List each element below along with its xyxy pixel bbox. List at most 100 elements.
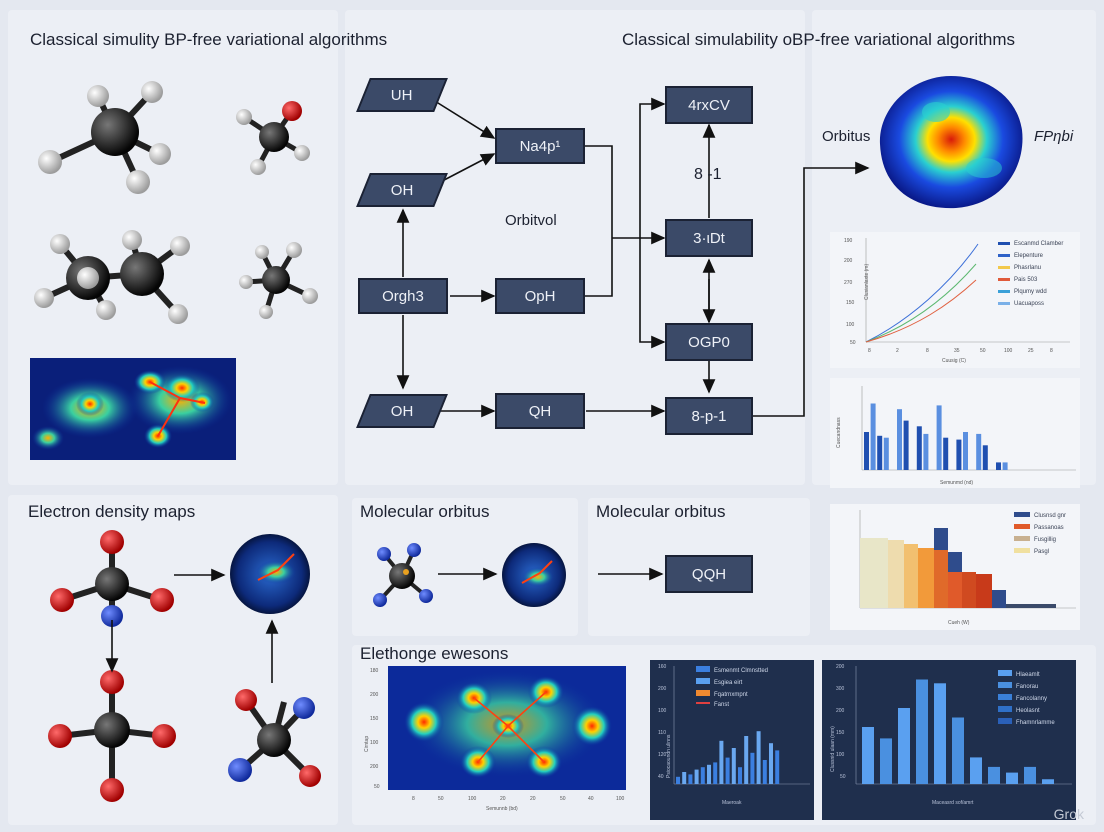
title-electron-density: Electron density maps xyxy=(28,502,196,521)
svg-text:20: 20 xyxy=(530,796,536,802)
svg-text:Cueh (W): Cueh (W) xyxy=(948,620,970,626)
bar xyxy=(976,433,982,470)
node-oh-top[interactable]: OH xyxy=(356,173,448,207)
svg-text:50: 50 xyxy=(840,774,846,780)
bar xyxy=(936,405,942,470)
svg-text:Fancolanny: Fancolanny xyxy=(1016,696,1047,702)
svg-text:Escanmd Clamber: Escanmd Clamber xyxy=(1014,241,1063,247)
bar xyxy=(682,772,687,784)
bar xyxy=(769,743,773,784)
chart-line-ylabel: Clusianlaxte (m) xyxy=(864,264,870,300)
bar xyxy=(707,764,711,784)
chart-dark2-svg: 200 300 200 150 100 50 Hlaeamlt Fanorau Fanc… xyxy=(830,664,1072,806)
chart-dark1-legend: Esmenmt Clmnstted Esgiea eirt Fqatrnxmpn… xyxy=(696,666,768,708)
svg-text:Fhamnrlamme: Fhamnrlamme xyxy=(1016,720,1055,726)
molecule-orbitus-icon xyxy=(373,543,433,607)
bar xyxy=(923,433,929,470)
bar xyxy=(762,760,767,784)
svg-text:Semunmd (nd): Semunmd (nd) xyxy=(940,480,973,486)
svg-text:Fanst: Fanst xyxy=(714,702,729,708)
chart-line-svg: 190 200 270 150 100 50 8 2 8 35 50 100 25 8 Cuusig… xyxy=(844,238,1070,364)
bar xyxy=(694,769,699,784)
density-arrows xyxy=(105,568,279,683)
svg-text:Uacuaposs: Uacuaposs xyxy=(1014,301,1044,307)
svg-text:100: 100 xyxy=(468,796,477,802)
svg-text:150: 150 xyxy=(370,716,379,722)
label-eight-minus: 8 -1 xyxy=(694,166,722,183)
bar xyxy=(952,717,964,784)
node-orgh3[interactable]: Orgh3 xyxy=(358,278,448,314)
svg-text:8: 8 xyxy=(1050,348,1053,354)
svg-text:Esmenmt Clmnstted: Esmenmt Clmnstted xyxy=(714,668,768,674)
node-oh-bottom[interactable]: OH xyxy=(356,394,448,428)
bar xyxy=(744,736,749,784)
svg-text:Fqatrnxmpnt: Fqatrnxmpnt xyxy=(714,692,748,698)
svg-text:100: 100 xyxy=(1004,348,1013,354)
svg-text:50: 50 xyxy=(980,348,986,354)
svg-text:Pais 503: Pais 503 xyxy=(1014,277,1038,283)
svg-text:40: 40 xyxy=(658,774,664,780)
svg-text:Fusgillig: Fusgillig xyxy=(1034,537,1056,543)
svg-text:Phasrlanu: Phasrlanu xyxy=(1014,265,1041,271)
svg-text:Hlaeamlt: Hlaeamlt xyxy=(1016,672,1040,678)
svg-text:Cirntap: Cirntap xyxy=(364,736,370,752)
label-fpnbi: FPηbi xyxy=(1034,128,1074,145)
label-orbitus: Orbitus xyxy=(822,128,871,145)
svg-text:Maeroak: Maeroak xyxy=(722,800,742,806)
svg-text:8: 8 xyxy=(412,796,415,802)
molecule-methane-icon xyxy=(38,81,171,194)
title-top-left: Classical simulity BP-free variational a… xyxy=(30,30,388,49)
svg-text:Fanorau: Fanorau xyxy=(1016,684,1038,690)
node-nap[interactable]: Na4p¹ xyxy=(495,128,585,164)
bar xyxy=(864,432,869,470)
svg-text:Psiocaoundn ulinns: Psiocaoundn ulinns xyxy=(666,734,672,778)
node-uh[interactable]: UH xyxy=(356,78,448,112)
node-nidt[interactable]: 3·ιDt xyxy=(665,219,753,257)
bar xyxy=(883,437,889,470)
svg-text:190: 190 xyxy=(844,238,853,244)
title-elethonge: Elethonge ewesons xyxy=(360,644,509,663)
chart-bar2-svg: Clusnsd gnr Passanoas Fusgillig Pasgl Cu… xyxy=(859,510,1076,626)
svg-text:200: 200 xyxy=(370,692,379,698)
svg-text:180: 180 xyxy=(370,668,379,674)
bar xyxy=(775,750,780,784)
svg-text:270: 270 xyxy=(844,280,853,286)
bar xyxy=(880,738,892,784)
node-arxcv[interactable]: 4rxCV xyxy=(665,86,753,124)
electron-heatmap: 180 200 150 100 200 50 Cirntap 8 50 100 20 20 50… xyxy=(364,666,626,812)
svg-text:Heolasnt: Heolasnt xyxy=(1016,708,1040,714)
svg-text:160: 160 xyxy=(658,664,667,670)
bar xyxy=(1006,772,1018,784)
molecule-methanol-icon xyxy=(236,101,310,175)
svg-text:50: 50 xyxy=(438,796,444,802)
node-ogpo[interactable]: OGP0 xyxy=(665,323,753,361)
svg-text:Esgiea eirt: Esgiea eirt xyxy=(714,680,743,686)
svg-text:Semunnb (bd): Semunnb (bd) xyxy=(486,806,518,812)
svg-text:2: 2 xyxy=(896,348,899,354)
orbital-density-blob xyxy=(879,76,1023,209)
svg-text:110: 110 xyxy=(658,730,666,736)
bar xyxy=(877,435,883,470)
node-eight-p[interactable]: 8-p-1 xyxy=(665,397,753,435)
bar xyxy=(713,762,718,784)
bar xyxy=(870,403,876,470)
bar xyxy=(988,766,1000,784)
orbital-sphere-small-icon xyxy=(502,543,566,607)
bar xyxy=(1042,779,1054,784)
node-oph[interactable]: OpH xyxy=(495,278,585,314)
bar xyxy=(700,767,705,784)
svg-text:50: 50 xyxy=(374,784,380,790)
watermark: Grok xyxy=(1053,806,1084,822)
svg-text:100: 100 xyxy=(370,740,379,746)
node-qh[interactable]: QH xyxy=(495,393,585,429)
bar xyxy=(916,679,928,784)
bar xyxy=(738,767,742,784)
svg-text:35: 35 xyxy=(954,348,960,354)
bar xyxy=(963,432,968,470)
density-heatmap-strip xyxy=(30,358,236,460)
node-qqh[interactable]: QQH xyxy=(665,555,753,593)
svg-text:8: 8 xyxy=(926,348,929,354)
svg-text:100: 100 xyxy=(836,752,845,758)
svg-text:100: 100 xyxy=(616,796,625,802)
bar xyxy=(719,740,724,784)
